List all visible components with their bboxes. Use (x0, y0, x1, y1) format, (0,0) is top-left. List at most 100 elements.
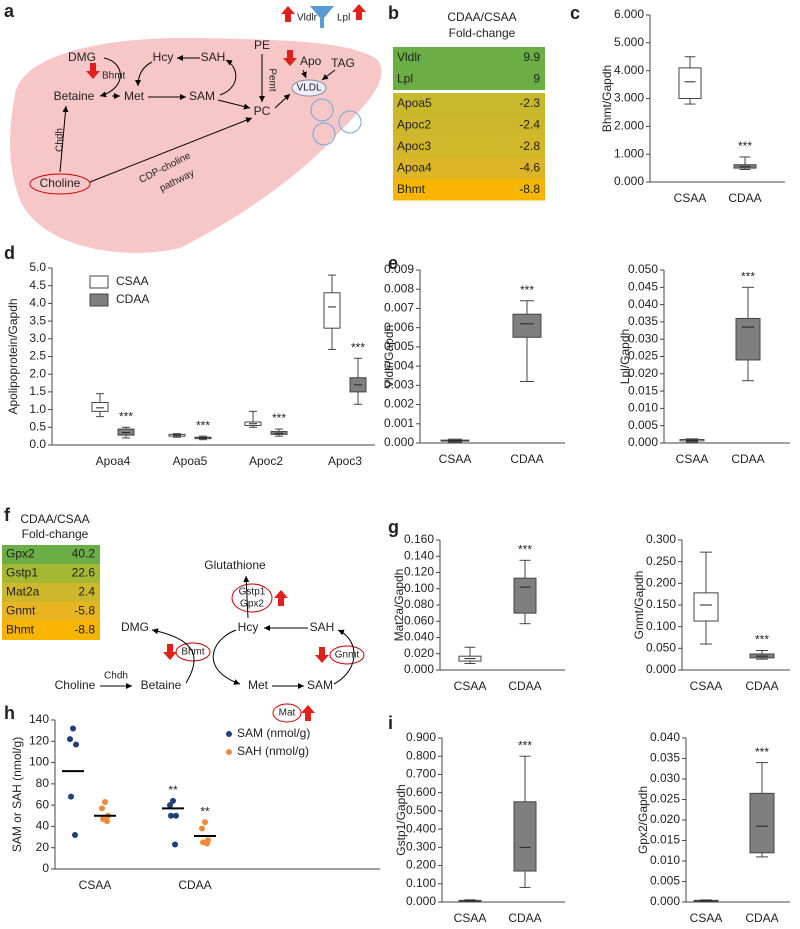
table-cell (393, 68, 545, 90)
panel-label: e (388, 253, 398, 273)
box (512, 313, 542, 338)
node-label: SAM (307, 678, 333, 692)
row-value: -8.8 (74, 623, 95, 637)
y-tick-label: 0.035 (628, 314, 658, 328)
node-label: VLDL (296, 83, 321, 94)
y-tick-label: 120 (29, 733, 49, 747)
y-tick-label: 0.005 (384, 339, 414, 353)
y-axis-label: Gpx2/Gapdh (636, 786, 650, 854)
x-tick-label: CSAA (690, 911, 723, 925)
significance: *** (520, 283, 534, 297)
y-tick-label: 4.5 (29, 278, 46, 292)
y-tick-label: 0.060 (404, 613, 434, 627)
vldl-oval (291, 79, 327, 97)
arrow (59, 105, 69, 173)
node-label: Apo (300, 54, 322, 68)
y-tick-label: 0.200 (646, 576, 676, 590)
point (72, 831, 78, 838)
up-arrow (352, 4, 366, 20)
y-axis-label: Gnmt/Gapdh (632, 571, 646, 640)
arrow (219, 59, 237, 96)
y-tick-label: 0.035 (650, 751, 680, 765)
table-cell (2, 583, 100, 602)
box (117, 428, 135, 436)
y-tick-label: 0.020 (628, 366, 658, 380)
significance: *** (518, 542, 532, 556)
point (172, 841, 178, 848)
panel-label: i (388, 713, 393, 733)
y-tick-label: 0.001 (384, 416, 414, 430)
node-label: SAH (201, 50, 226, 64)
choline-oval (29, 173, 91, 195)
point (204, 840, 210, 847)
row-label: Apoc2 (397, 117, 431, 131)
panel-label: g (388, 517, 399, 537)
row-value: -2.3 (519, 96, 540, 110)
y-tick-label: 0.120 (404, 565, 434, 579)
y-tick-label: 0.040 (650, 730, 680, 744)
significance: *** (272, 411, 286, 425)
up-arrow (301, 705, 315, 721)
y-tick-label: 0.300 (646, 532, 676, 546)
x-tick-label: CSAA (690, 679, 723, 693)
node-label: Betaine (54, 89, 95, 103)
arrow (99, 57, 121, 98)
y-tick-label: 0.015 (650, 833, 680, 847)
y-tick-label: 1.0 (29, 402, 46, 416)
y-tick-label: 0.000 (646, 662, 676, 676)
y-tick-label: 40 (36, 819, 50, 833)
significance: *** (738, 139, 752, 153)
x-tick-label: CSAA (676, 452, 709, 466)
x-tick-label: CDAA (510, 452, 543, 466)
row-value: 2.4 (78, 585, 95, 599)
node-label: DMG (121, 620, 149, 634)
y-tick-label: 0.900 (406, 730, 436, 744)
box (323, 292, 341, 329)
y-tick-label: 0.400 (406, 821, 436, 835)
box (513, 577, 537, 614)
node-label: SAM (189, 89, 215, 103)
x-tick-label: CSAA (454, 911, 487, 925)
y-tick-label: 1.5 (29, 384, 46, 398)
significance: *** (741, 269, 755, 283)
y-tick-label: 5.0 (29, 260, 46, 274)
point (173, 812, 179, 819)
down-arrow (315, 647, 329, 663)
point (167, 802, 173, 809)
legend-label: SAH (nmol/g) (237, 744, 309, 758)
point (202, 819, 208, 826)
row-value: 40.2 (72, 547, 96, 561)
enzyme-oval (175, 642, 211, 662)
y-tick-label: 0.0 (29, 437, 46, 451)
y-tick-label: 4.0 (29, 296, 46, 310)
significance: *** (119, 409, 133, 423)
node-label: PC (254, 104, 271, 118)
y-tick-label: 0.006 (384, 320, 414, 334)
x-tick-label: CDAA (508, 679, 541, 693)
arrow (151, 628, 195, 684)
enzyme-label: Gstp1 (239, 587, 266, 598)
table-cell (2, 602, 100, 621)
arrow (301, 69, 307, 79)
x-tick-label: CSAA (79, 878, 112, 892)
y-tick-label: 0.040 (404, 630, 434, 644)
legend-swatch (89, 293, 109, 307)
x-tick-label: CDAA (508, 911, 541, 925)
y-axis-label: Apolipoprotein/Gapdh (6, 298, 20, 414)
y-tick-label: 0.160 (404, 532, 434, 546)
y-axis-label: SAM or SAH (nmol/g) (10, 737, 24, 852)
y-tick-label: 0.000 (650, 894, 680, 908)
box (513, 801, 537, 872)
y-tick-label: 0.500 (406, 803, 436, 817)
x-tick-label: CDAA (745, 679, 778, 693)
y-tick-label: 6.000 (614, 7, 644, 21)
y-tick-label: 3.0 (29, 331, 46, 345)
significance: *** (755, 633, 769, 647)
row-label: Lpl (397, 71, 413, 85)
row-value: -5.8 (74, 604, 95, 618)
row-label: Apoa5 (397, 96, 432, 110)
table-cell (393, 179, 545, 201)
panel-label: b (388, 3, 399, 23)
row-label: Gpx2 (6, 547, 35, 561)
